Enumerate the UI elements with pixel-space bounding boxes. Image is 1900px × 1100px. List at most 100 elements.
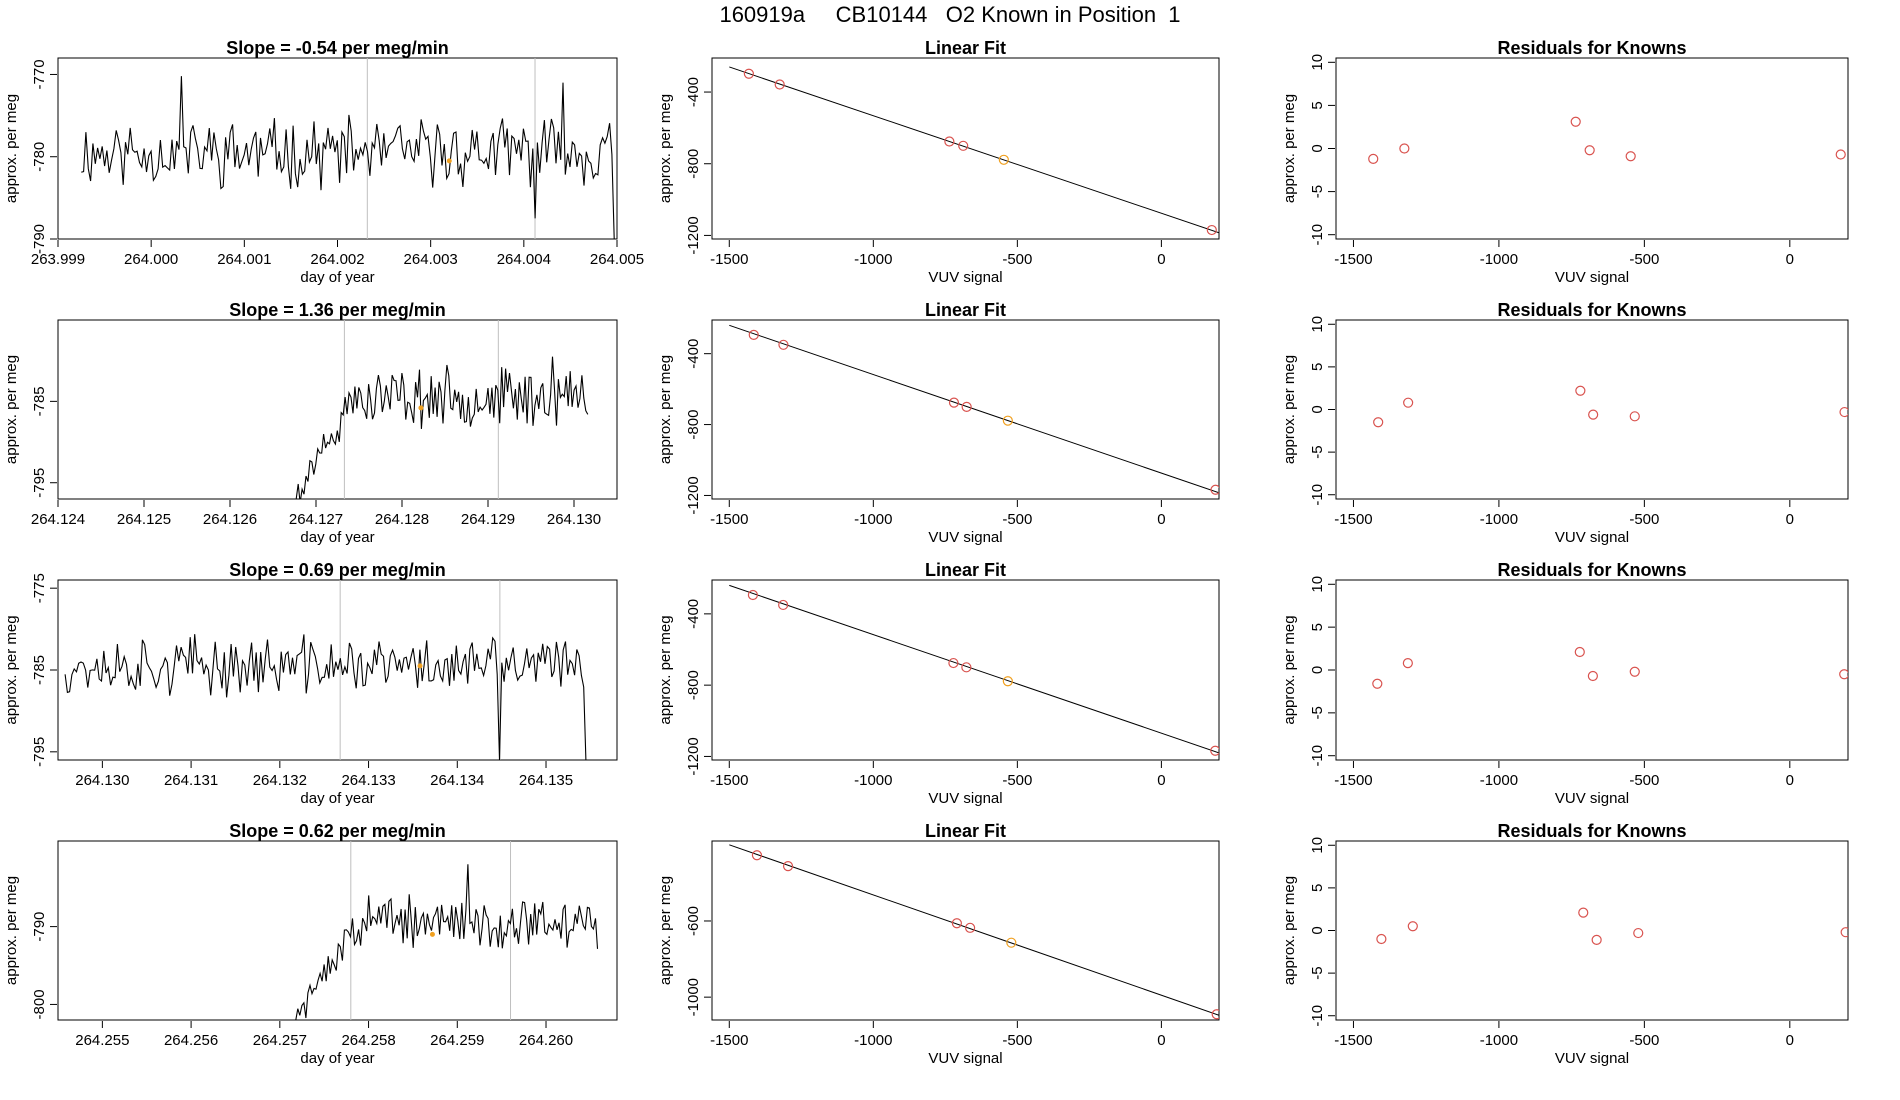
panel-title: Slope = -0.54 per meg/min — [226, 38, 449, 58]
data-point — [1373, 417, 1384, 428]
plot-frame — [711, 319, 1220, 500]
y-axis-label: approx. per meg — [1281, 94, 1298, 203]
highlight-point — [1002, 415, 1013, 426]
highlight-point — [1006, 937, 1017, 948]
y-tick-label: 0 — [1309, 144, 1326, 152]
panel-title: Slope = 0.69 per meg/min — [229, 560, 446, 580]
x-tick-label: -500 — [1002, 251, 1032, 268]
x-tick-label: 264.000 — [124, 251, 178, 268]
highlight-point — [1002, 676, 1013, 687]
panel-title: Linear Fit — [925, 38, 1006, 58]
x-tick-label: 264.131 — [164, 772, 218, 789]
panel-2-1: Slope = 1.36 per meg/min 264.124 264.125 26… — [3, 300, 618, 546]
x-tick-label: 264.005 — [590, 251, 644, 268]
x-tick-label: -500 — [1629, 772, 1659, 789]
data-point — [1206, 224, 1217, 236]
x-tick-label: 263.999 — [31, 251, 85, 268]
x-tick-label: -1500 — [710, 1032, 748, 1049]
data-point — [1210, 745, 1219, 756]
plot-area — [729, 324, 1219, 495]
x-axis-label: VUV signal — [928, 269, 1002, 286]
plot-area — [1373, 385, 1848, 428]
x-tick-label: -500 — [1002, 511, 1032, 528]
x-tick-label: 264.255 — [75, 1032, 129, 1049]
plot-area — [1376, 907, 1848, 945]
x-tick-label: -500 — [1629, 1032, 1659, 1049]
data-point — [958, 140, 969, 151]
panel-2-2: Linear Fit -1500 -1000 -500 0 VUV signal -1200… — [657, 300, 1220, 546]
y-tick-label: 10 — [1309, 54, 1326, 71]
x-tick-label: 264.260 — [519, 1032, 573, 1049]
panel-3-2: Linear Fit -1500 -1000 -500 0 VUV signal -1200… — [657, 560, 1220, 807]
x-tick-label: 264.259 — [430, 1032, 484, 1049]
data-point — [1840, 927, 1848, 938]
plot-area — [1368, 116, 1846, 164]
plot-frame — [1335, 579, 1849, 761]
y-tick-label: -400 — [685, 339, 702, 369]
y-tick-label: -800 — [685, 410, 702, 440]
y-tick-label: -400 — [685, 77, 702, 107]
x-tick-label: -500 — [1629, 251, 1659, 268]
x-tick-label: -1000 — [1480, 1032, 1518, 1049]
x-axis-label: day of year — [300, 269, 374, 286]
x-tick-label: 264.003 — [404, 251, 458, 268]
series-line — [295, 356, 589, 499]
data-point — [1376, 933, 1387, 945]
plot-area — [64, 580, 587, 760]
y-tick-label: 5 — [1309, 623, 1326, 631]
data-point — [1570, 116, 1581, 127]
y-tick-label: -10 — [1309, 1005, 1326, 1027]
data-point — [1633, 927, 1644, 939]
x-tick-label: 0 — [1157, 251, 1165, 268]
y-tick-label: -600 — [685, 906, 702, 936]
data-point — [1625, 151, 1636, 162]
y-tick-label: -800 — [685, 149, 702, 179]
panel-3-3: Residuals for Knowns -1500 -1000 -500 0 VUV s… — [1281, 560, 1849, 807]
x-tick-label: 0 — [1157, 1032, 1165, 1049]
y-tick-label: -785 — [31, 386, 48, 416]
y-axis-label: approx. per meg — [3, 615, 20, 724]
y-tick-label: -780 — [31, 142, 48, 172]
panel-1-2: Linear Fit -1500 -1000 -500 0 VUV signal -1200… — [657, 38, 1220, 286]
data-point — [747, 589, 759, 601]
series-line — [64, 634, 587, 760]
y-axis-label: approx. per meg — [3, 876, 20, 985]
panel-title: Residuals for Knowns — [1497, 821, 1686, 841]
panel-4-2: Linear Fit -1500 -1000 -500 0 VUV signal -1000… — [657, 821, 1220, 1067]
panel-1-3: Residuals for Knowns -1500 -1000 -500 0 VUV s… — [1281, 38, 1849, 286]
data-point — [1210, 484, 1219, 495]
x-tick-label: 264.001 — [217, 251, 271, 268]
x-tick-label: -1000 — [854, 1032, 892, 1049]
y-tick-label: -5 — [1309, 706, 1326, 719]
y-tick-label: 5 — [1309, 884, 1326, 892]
plot-frame — [711, 57, 1220, 240]
panel-2-3: Residuals for Knowns -1500 -1000 -500 0 VUV s… — [1281, 300, 1849, 546]
x-tick-label: -1500 — [1334, 251, 1372, 268]
highlight-point — [417, 663, 423, 669]
x-tick-label: 264.130 — [547, 511, 601, 528]
x-tick-label: 264.135 — [519, 772, 573, 789]
data-point — [1372, 678, 1383, 689]
y-tick-label: -785 — [31, 655, 48, 685]
panel-4-1: Slope = 0.62 per meg/min 264.255 264.256 26… — [3, 821, 618, 1067]
plot-area — [729, 584, 1219, 756]
panel-title: Slope = 0.62 per meg/min — [229, 821, 446, 841]
panel-title: Slope = 1.36 per meg/min — [229, 300, 446, 320]
x-tick-label: 264.134 — [430, 772, 484, 789]
x-tick-label: -1000 — [854, 772, 892, 789]
y-tick-label: 0 — [1309, 666, 1326, 674]
y-tick-label: 5 — [1309, 363, 1326, 371]
data-point — [1403, 397, 1414, 408]
data-point — [778, 339, 789, 350]
x-tick-label: -1500 — [710, 251, 748, 268]
x-tick-label: -1000 — [854, 511, 892, 528]
fit-line — [729, 66, 1219, 234]
x-axis-label: VUV signal — [928, 529, 1002, 546]
y-axis-label: approx. per meg — [657, 615, 674, 724]
data-point — [1629, 666, 1640, 677]
y-axis-label: approx. per meg — [3, 94, 20, 203]
plot-frame — [57, 579, 618, 761]
x-tick-label: 0 — [1157, 511, 1165, 528]
plot-frame — [711, 840, 1220, 1021]
y-tick-label: -790 — [31, 912, 48, 942]
